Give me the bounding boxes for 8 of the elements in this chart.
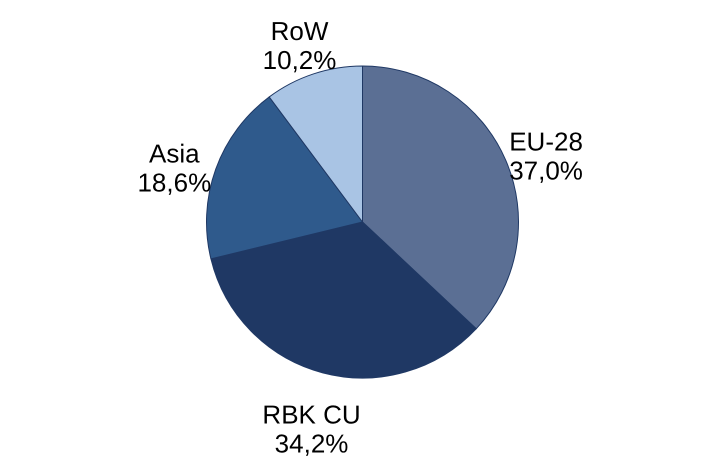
slice-label: Asia: [149, 138, 200, 168]
data-label: 18,6%: [137, 167, 212, 198]
slice-label: RoW: [270, 16, 329, 46]
slice-label: RBK CU: [262, 399, 361, 430]
data-label: 10,2%: [262, 45, 336, 76]
slice-label: EU-28: [509, 126, 583, 157]
data-label: 37,0%: [509, 156, 583, 186]
data-label: 34,2%: [274, 428, 348, 458]
